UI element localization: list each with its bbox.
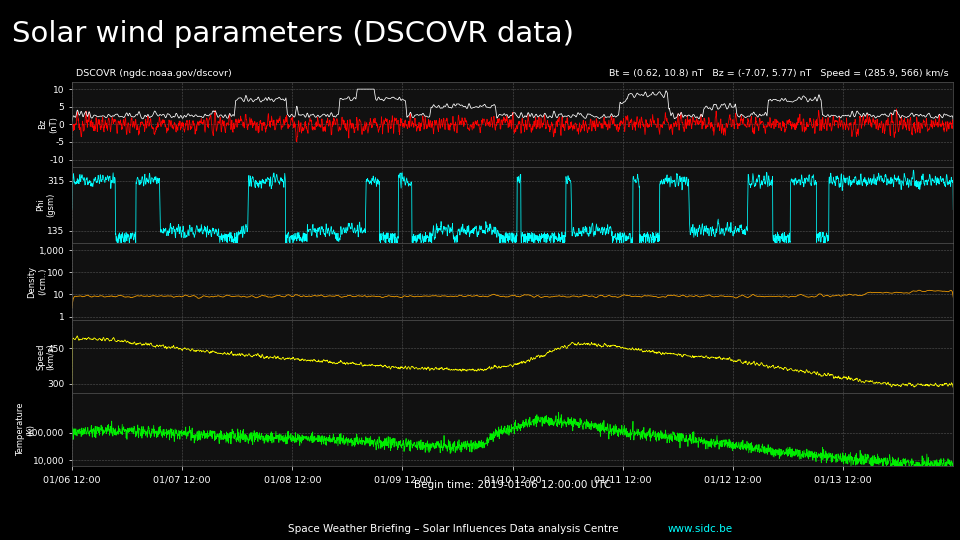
Y-axis label: Bz
(nT): Bz (nT) — [38, 116, 58, 133]
Text: Space Weather Briefing – Solar Influences Data analysis Centre: Space Weather Briefing – Solar Influence… — [288, 524, 618, 534]
Y-axis label: Temperature
(K): Temperature (K) — [16, 403, 36, 456]
Text: www.sidc.be: www.sidc.be — [667, 524, 732, 534]
Text: Bt = (0.62, 10.8) nT   Bz = (-7.07, 5.77) nT   Speed = (285.9, 566) km/s: Bt = (0.62, 10.8) nT Bz = (-7.07, 5.77) … — [610, 69, 948, 78]
Y-axis label: Speed
(km/s): Speed (km/s) — [36, 343, 56, 370]
Text: Solar wind parameters (DSCOVR data): Solar wind parameters (DSCOVR data) — [12, 20, 573, 48]
Y-axis label: Density
(/cm..): Density (/cm..) — [28, 266, 47, 298]
Text: Begin time: 2019-01-06 12:00:00 UTC: Begin time: 2019-01-06 12:00:00 UTC — [414, 481, 612, 490]
Y-axis label: Phi
(gsm): Phi (gsm) — [36, 193, 56, 217]
Text: DSCOVR (ngdc.noaa.gov/dscovr): DSCOVR (ngdc.noaa.gov/dscovr) — [77, 69, 232, 78]
